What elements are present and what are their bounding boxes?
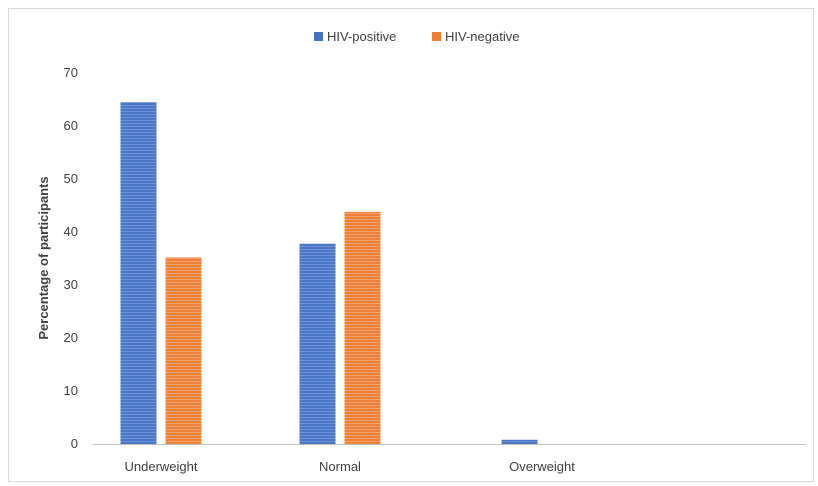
y-tick-label: 20 — [64, 330, 78, 345]
y-tick-label: 60 — [64, 118, 78, 133]
x-tick-label: Underweight — [125, 459, 198, 474]
x-axis: Underweight Normal Overweight — [93, 444, 806, 474]
y-tick-label: 70 — [64, 65, 78, 80]
legend-label: HIV-negative — [445, 29, 519, 44]
bars — [120, 102, 538, 445]
bar-hiv-positive-normal — [299, 243, 336, 444]
bar-hiv-positive-underweight — [120, 102, 157, 445]
legend-label: HIV-positive — [327, 29, 396, 44]
y-tick-label: 0 — [71, 436, 78, 451]
x-tick-label: Overweight — [509, 459, 575, 474]
bar-hiv-positive-overweight — [501, 439, 538, 444]
y-axis: 0 10 20 30 40 50 60 70 — [64, 65, 78, 451]
legend-swatch-hiv-positive — [314, 32, 323, 41]
y-axis-label: Percentage of participants — [36, 176, 51, 339]
legend-swatch-hiv-negative — [432, 32, 441, 41]
y-tick-label: 40 — [64, 224, 78, 239]
y-tick-label: 10 — [64, 383, 78, 398]
y-tick-label: 30 — [64, 277, 78, 292]
y-tick-label: 50 — [64, 171, 78, 186]
x-tick-label: Normal — [319, 459, 361, 474]
legend: HIV-positive HIV-negative — [314, 29, 519, 44]
bar-hiv-negative-underweight — [165, 257, 202, 444]
bar-hiv-negative-normal — [344, 211, 381, 444]
